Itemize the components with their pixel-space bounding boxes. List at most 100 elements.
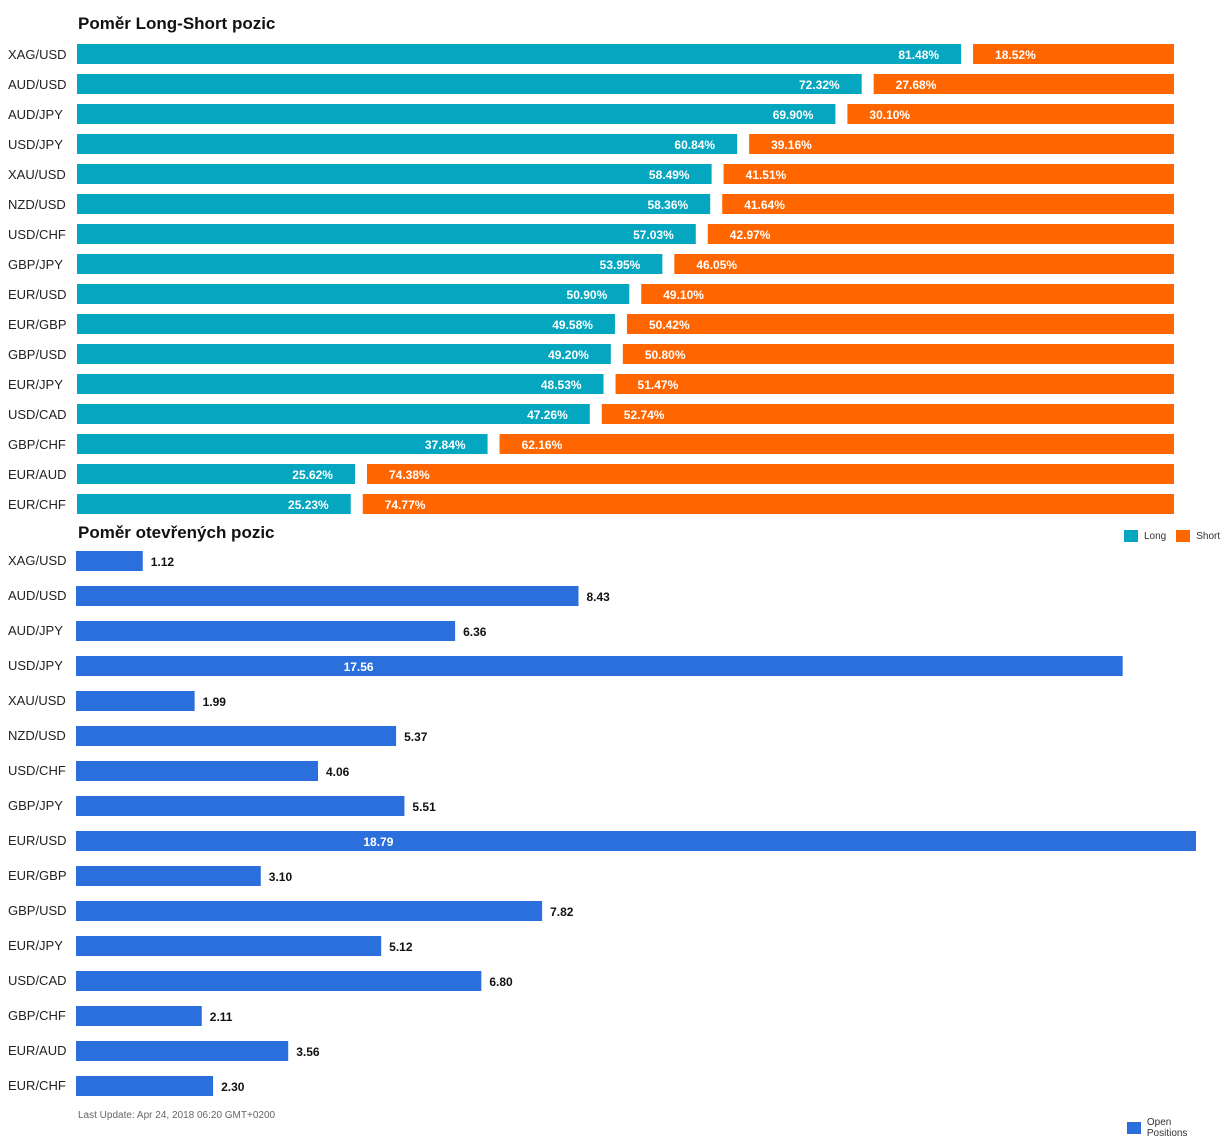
open-positions-value-label-xau-usd: 1.99 <box>203 695 227 709</box>
short-bar-aud-jpy <box>847 104 1174 124</box>
category-label-eur-jpy: EUR/JPY <box>8 377 63 392</box>
long-bar-gbp-chf <box>77 434 488 454</box>
open-positions-bar-eur-jpy <box>76 936 382 956</box>
short-bar-eur-usd <box>641 284 1174 304</box>
open-positions-bar-usd-jpy <box>76 656 1123 676</box>
long-bar-aud-jpy <box>77 104 836 124</box>
open-positions-value-label-gbp-jpy: 5.51 <box>412 800 436 814</box>
open-category-label-eur-jpy: EUR/JPY <box>8 938 63 953</box>
open-positions-value-label-gbp-chf: 2.11 <box>210 1010 233 1024</box>
open-positions-value-label-usd-cad: 6.80 <box>489 975 513 989</box>
long-bar-gbp-jpy <box>77 254 663 274</box>
legend-item-short: Short <box>1176 530 1220 542</box>
short-bar-eur-chf <box>362 494 1175 514</box>
short-bar-eur-jpy <box>615 374 1174 394</box>
long-value-label-xag-usd: 81.48% <box>898 48 939 62</box>
long-bar-xag-usd <box>77 44 962 64</box>
open-category-label-nzd-usd: NZD/USD <box>8 728 66 743</box>
open-positions-chart-title: Poměr otevřených pozic <box>78 523 275 542</box>
long-bar-eur-usd <box>77 284 630 304</box>
category-label-nzd-usd: NZD/USD <box>8 197 66 212</box>
short-bar-gbp-jpy <box>674 254 1174 274</box>
category-label-gbp-jpy: GBP/JPY <box>8 257 63 272</box>
category-label-gbp-chf: GBP/CHF <box>8 437 66 452</box>
long-value-label-gbp-chf: 37.84% <box>425 438 466 452</box>
category-label-gbp-usd: GBP/USD <box>8 347 67 362</box>
open-positions-value-label-eur-gbp: 3.10 <box>269 870 293 884</box>
short-value-label-gbp-chf: 62.16% <box>522 438 563 452</box>
short-value-label-xag-usd: 18.52% <box>995 48 1036 62</box>
short-value-label-eur-aud: 74.38% <box>389 468 430 482</box>
long-value-label-aud-usd: 72.32% <box>799 78 840 92</box>
short-value-label-aud-usd: 27.68% <box>896 78 937 92</box>
open-positions-value-label-usd-jpy: 17.56 <box>344 660 374 674</box>
long-bar-nzd-usd <box>77 194 711 214</box>
long-value-label-eur-usd: 50.90% <box>567 288 608 302</box>
category-label-xau-usd: XAU/USD <box>8 167 66 182</box>
open-category-label-eur-usd: EUR/USD <box>8 833 67 848</box>
open-category-label-usd-jpy: USD/JPY <box>8 658 63 673</box>
short-value-label-eur-usd: 49.10% <box>663 288 704 302</box>
short-value-label-eur-jpy: 51.47% <box>638 378 679 392</box>
open-category-label-eur-chf: EUR/CHF <box>8 1078 66 1093</box>
open-positions-value-label-eur-jpy: 5.12 <box>389 940 413 954</box>
category-label-xag-usd: XAG/USD <box>8 47 67 62</box>
short-value-label-eur-chf: 74.77% <box>385 498 426 512</box>
open-positions-legend: Open Positions <box>1127 1117 1224 1139</box>
long-value-label-eur-aud: 25.62% <box>292 468 333 482</box>
open-positions-bar-gbp-jpy <box>76 796 405 816</box>
long-bar-usd-cad <box>77 404 590 424</box>
short-bar-xag-usd <box>973 44 1174 64</box>
open-category-label-usd-chf: USD/CHF <box>8 763 66 778</box>
category-label-aud-usd: AUD/USD <box>8 77 67 92</box>
open-category-label-eur-aud: EUR/AUD <box>8 1043 67 1058</box>
open-positions-bar-eur-chf <box>76 1076 214 1096</box>
open-positions-bar-eur-aud <box>76 1041 289 1061</box>
open-positions-bar-usd-cad <box>76 971 482 991</box>
short-bar-eur-aud <box>366 464 1174 484</box>
short-value-label-nzd-usd: 41.64% <box>744 198 785 212</box>
long-bar-aud-usd <box>77 74 862 94</box>
short-bar-gbp-chf <box>499 434 1175 454</box>
legend-label-open-positions: Open Positions <box>1146 1117 1188 1139</box>
category-label-usd-cad: USD/CAD <box>8 407 67 422</box>
long-bar-eur-jpy <box>77 374 604 394</box>
open-positions-value-label-xag-usd: 1.12 <box>151 555 175 569</box>
open-category-label-xau-usd: XAU/USD <box>8 693 66 708</box>
short-bar-aud-usd <box>873 74 1174 94</box>
long-value-label-eur-chf: 25.23% <box>288 498 329 512</box>
open-positions-bar-usd-chf <box>76 761 319 781</box>
long-bar-gbp-usd <box>77 344 611 364</box>
open-category-label-gbp-chf: GBP/CHF <box>8 1008 66 1023</box>
open-positions-value-label-aud-usd: 8.43 <box>586 590 610 604</box>
legend-label-long: Long <box>1144 530 1167 542</box>
long-value-label-eur-jpy: 48.53% <box>541 378 582 392</box>
long-bar-eur-aud <box>77 464 355 484</box>
short-bar-eur-gbp <box>626 314 1174 334</box>
category-label-eur-gbp: EUR/GBP <box>8 317 67 332</box>
category-label-aud-jpy: AUD/JPY <box>8 107 63 122</box>
legend-swatch-open-positions <box>1127 1122 1141 1134</box>
open-category-label-gbp-usd: GBP/USD <box>8 903 67 918</box>
open-positions-bar-aud-jpy <box>76 621 456 641</box>
legend-item-long: Long <box>1124 530 1166 542</box>
open-positions-bar-nzd-usd <box>76 726 397 746</box>
short-value-label-aud-jpy: 30.10% <box>869 108 910 122</box>
open-positions-value-label-eur-usd: 18.79 <box>363 835 393 849</box>
open-category-label-xag-usd: XAG/USD <box>8 553 67 568</box>
long-bar-usd-jpy <box>77 134 738 154</box>
open-positions-value-label-usd-chf: 4.06 <box>326 765 350 779</box>
short-bar-nzd-usd <box>722 194 1174 214</box>
open-positions-value-label-aud-jpy: 6.36 <box>463 625 487 639</box>
open-positions-bar-aud-usd <box>76 586 579 606</box>
long-value-label-usd-jpy: 60.84% <box>674 138 715 152</box>
long-value-label-nzd-usd: 58.36% <box>648 198 689 212</box>
open-positions-bar-gbp-usd <box>76 901 543 921</box>
open-positions-value-label-nzd-usd: 5.37 <box>404 730 428 744</box>
long-value-label-gbp-jpy: 53.95% <box>600 258 641 272</box>
legend-swatch-long <box>1124 530 1138 542</box>
category-label-usd-jpy: USD/JPY <box>8 137 63 152</box>
open-category-label-aud-usd: AUD/USD <box>8 588 67 603</box>
long-value-label-usd-chf: 57.03% <box>633 228 674 242</box>
open-positions-value-label-eur-chf: 2.30 <box>221 1080 245 1094</box>
